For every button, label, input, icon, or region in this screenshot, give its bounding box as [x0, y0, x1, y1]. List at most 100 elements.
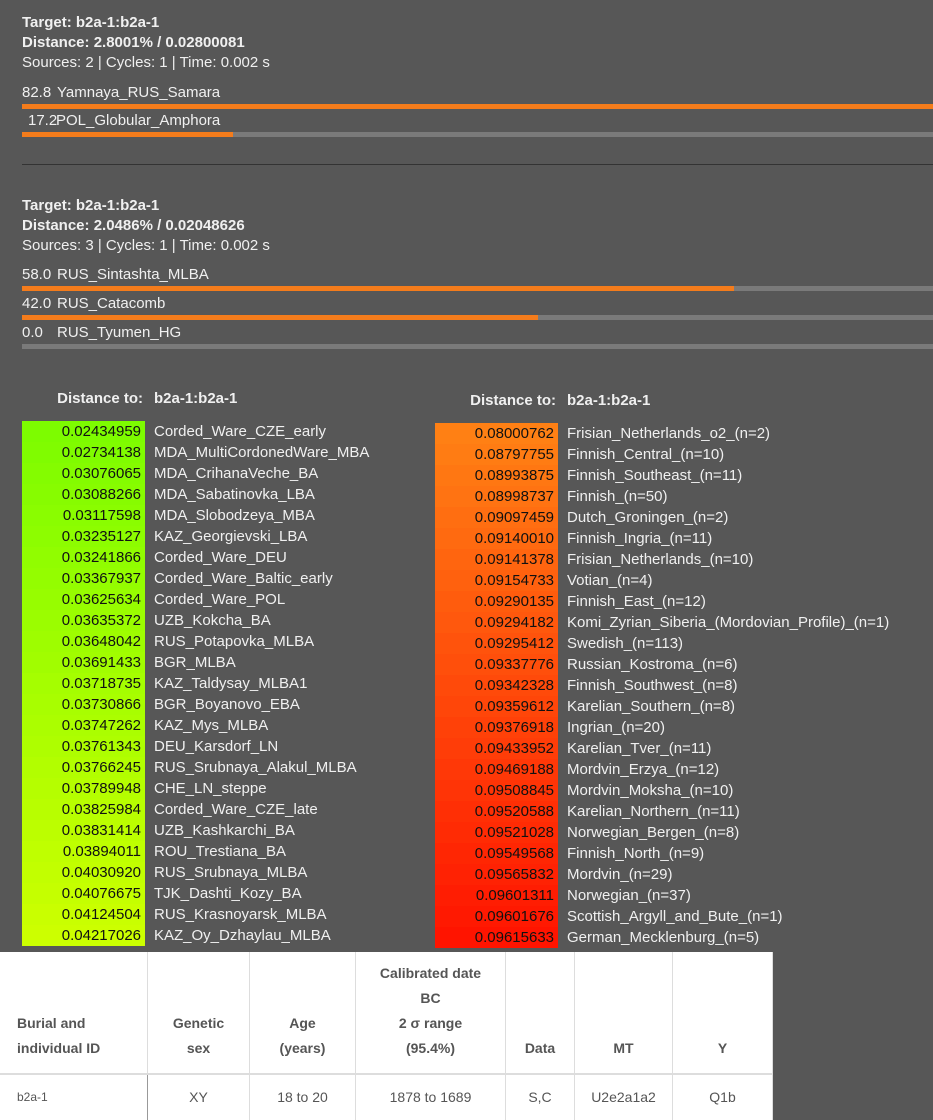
distance-value: 0.03635372	[22, 610, 145, 631]
population-name: Finnish_Central_(n=10)	[567, 446, 725, 463]
distance-value: 0.03730866	[22, 694, 145, 715]
table-cell: XY	[148, 1075, 250, 1120]
bar-track	[22, 344, 933, 349]
population-name: Finnish_Southeast_(n=11)	[567, 467, 743, 484]
distance-header-label: Distance to:	[57, 390, 143, 407]
distance-value: 0.03761343	[22, 736, 145, 757]
population-name: Corded_Ware_CZE_late	[154, 801, 318, 818]
population-name: KAZ_Mys_MLBA	[154, 717, 269, 734]
table-header: Y	[673, 952, 773, 1075]
population-name: Frisian_Netherlands_(n=10)	[567, 551, 754, 568]
population-name: Votian_(n=4)	[567, 572, 653, 589]
distance-value: 0.03894011	[22, 841, 145, 862]
distance-value: 0.03625634	[22, 589, 145, 610]
population-name: KAZ_Taldysay_MLBA1	[154, 675, 308, 692]
distance-value: 0.03367937	[22, 568, 145, 589]
population-name: Dutch_Groningen_(n=2)	[567, 509, 729, 526]
table-cell: 18 to 20	[250, 1075, 356, 1120]
population-name: Corded_Ware_CZE_early	[154, 423, 327, 440]
population-name: KAZ_Oy_Dzhaylau_MLBA	[154, 927, 331, 944]
info: Sources: 2 | Cycles: 1 | Time: 0.002 s	[22, 54, 270, 71]
distance-value: 0.04030920	[22, 862, 145, 883]
distance-value: 0.03076065	[22, 463, 145, 484]
distance-value: 0.08993875	[435, 465, 558, 486]
bar-track	[22, 315, 933, 320]
population-name: TJK_Dashti_Kozy_BA	[154, 885, 302, 902]
distance-value: 0.09601676	[435, 906, 558, 927]
table-header: MT	[575, 952, 673, 1075]
population-name: Corded_Ware_POL	[154, 591, 286, 608]
source-value: 42.0	[22, 295, 52, 312]
distance-value: 0.09601311	[435, 885, 558, 906]
header-line: individual ID	[17, 1040, 101, 1056]
header-line: (95.4%)	[405, 1040, 456, 1056]
population-name: RUS_Srubnaya_Alakul_MLBA	[154, 759, 357, 776]
population-name: Mordvin_(n=29)	[567, 866, 673, 883]
header-line: Burial and	[17, 1015, 86, 1031]
source-name: POL_Globular_Amphora	[56, 112, 221, 129]
header-line: BC	[420, 990, 441, 1006]
population-name: Russian_Kostroma_(n=6)	[567, 656, 738, 673]
distance-value: 0.03718735	[22, 673, 145, 694]
distance-value: 0.03088266	[22, 484, 145, 505]
population-name: ROU_Trestiana_BA	[154, 843, 286, 860]
population-name: CHE_LN_steppe	[154, 780, 267, 797]
source-value: 58.0	[22, 266, 52, 283]
population-name: Finnish_East_(n=12)	[567, 593, 706, 610]
distance-value: 0.09469188	[435, 759, 558, 780]
header-line: Data	[524, 1040, 556, 1056]
target: Target: b2a-1:b2a-1	[22, 14, 160, 31]
population-name: Karelian_Northern_(n=11)	[567, 803, 740, 820]
distance: Distance: 2.0486% / 0.02048626	[22, 217, 245, 234]
bar	[22, 286, 735, 291]
distance: Distance: 2.8001% / 0.02800081	[22, 34, 245, 51]
distance-value: 0.03241866	[22, 547, 145, 568]
source-name: RUS_Catacomb	[57, 295, 166, 312]
distance-header-target: b2a-1:b2a-1	[154, 390, 238, 407]
table-header: Data	[506, 952, 575, 1075]
distance-value: 0.09294182	[435, 612, 558, 633]
header-line: Age	[289, 1015, 316, 1031]
population-name: Finnish_Ingria_(n=11)	[567, 530, 713, 547]
distance-header-target: b2a-1:b2a-1	[567, 392, 651, 409]
population-name: Karelian_Southern_(n=8)	[567, 698, 736, 715]
table-header: Genetic sex	[148, 952, 250, 1075]
population-name: Ingrian_(n=20)	[567, 719, 665, 736]
bar-track	[22, 132, 933, 137]
source-name: RUS_Tyumen_HG	[57, 324, 182, 341]
bar-track	[22, 286, 933, 291]
population-name: KAZ_Georgievski_LBA	[154, 528, 308, 545]
table-header: Calibrated date BC 2 σ range (95.4%)	[356, 952, 506, 1075]
distance-value: 0.09549568	[435, 843, 558, 864]
distance-value: 0.04076675	[22, 883, 145, 904]
header-line: (years)	[279, 1040, 326, 1056]
population-name: RUS_Krasnoyarsk_MLBA	[154, 906, 327, 923]
population-name: Mordvin_Erzya_(n=12)	[567, 761, 720, 778]
population-name: DEU_Karsdorf_LN	[154, 738, 279, 755]
distance-value: 0.08797755	[435, 444, 558, 465]
table-header: Burial and individual ID	[0, 952, 148, 1075]
population-name: UZB_Kashkarchi_BA	[154, 822, 295, 839]
distance-value: 0.09615633	[435, 927, 558, 948]
population-name: Finnish_North_(n=9)	[567, 845, 705, 862]
distance-value: 0.09359612	[435, 696, 558, 717]
table-cell: Q1b	[673, 1075, 773, 1120]
distance-value: 0.09508845	[435, 780, 558, 801]
header-line: MT	[613, 1040, 634, 1056]
distance-value: 0.03691433	[22, 652, 145, 673]
population-name: MDA_Slobodzeya_MBA	[154, 507, 315, 524]
bar	[22, 315, 538, 320]
distance-value: 0.09290135	[435, 591, 558, 612]
table-header: Age (years)	[250, 952, 356, 1075]
table-cell: U2e2a1a2	[575, 1075, 673, 1120]
distance-value: 0.09376918	[435, 717, 558, 738]
distance-value: 0.03117598	[22, 505, 145, 526]
distance-value: 0.03789948	[22, 778, 145, 799]
population-name: UZB_Kokcha_BA	[154, 612, 271, 629]
distance-value: 0.04217026	[22, 925, 145, 946]
distance-value: 0.09154733	[435, 570, 558, 591]
header-line: Calibrated date	[379, 965, 482, 981]
header-line: Y	[717, 1040, 728, 1056]
distance-value: 0.09342328	[435, 675, 558, 696]
source-value: 0.0	[22, 324, 43, 341]
